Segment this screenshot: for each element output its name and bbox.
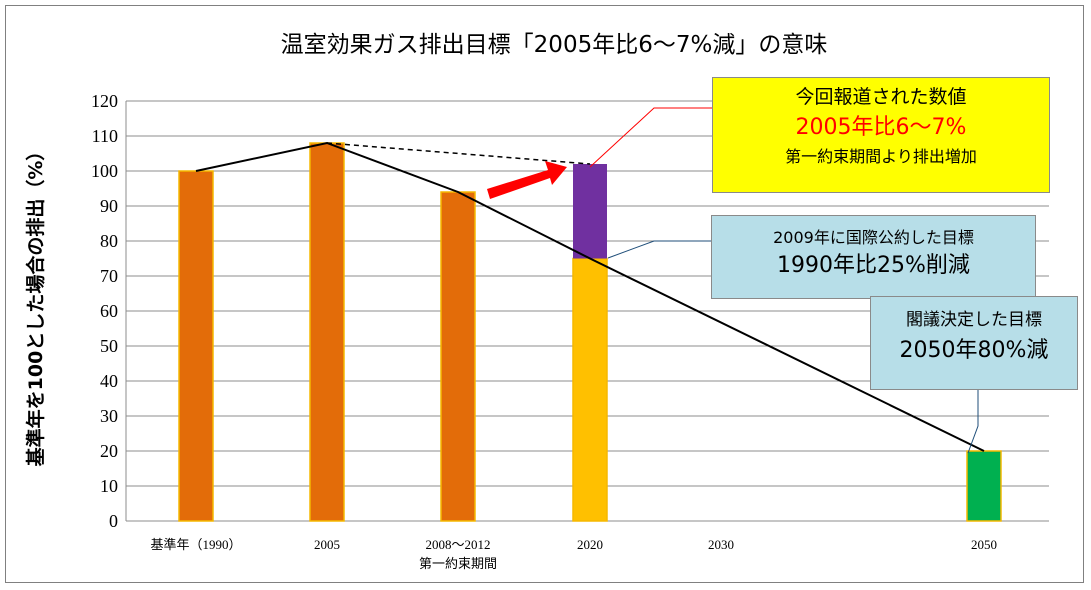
trend-line	[195, 141, 985, 452]
x-tick-label: 2020	[577, 537, 603, 552]
annotation-intl-line2: 1990年比25%削減	[777, 253, 970, 279]
y-tick-label: 40	[100, 371, 118, 391]
y-tick-label: 80	[100, 231, 118, 251]
x-tick-label: 基準年（1990）	[150, 537, 241, 552]
x-tick-sublabel: 第一約束期間	[419, 556, 497, 571]
x-tick-label: 2050	[971, 537, 997, 552]
y-tick-label: 60	[100, 301, 118, 321]
annotation-intl-target: 2009年に国際公約した目標 1990年比25%削減	[711, 215, 1036, 299]
bars-layer	[178, 142, 1002, 522]
x-tick-label: 2005	[314, 537, 340, 552]
bar	[440, 191, 476, 522]
y-tick-label: 110	[92, 126, 118, 146]
chart-frame: 温室効果ガス排出目標「2005年比6～7%減」の意味 0 10 20 30 40 50 60…	[5, 5, 1084, 583]
bar-stack	[573, 164, 607, 259]
y-tick-label: 90	[100, 196, 118, 216]
bar	[572, 257, 608, 522]
lines-layer	[195, 107, 985, 454]
y-tick-label: 20	[100, 441, 118, 461]
x-tick-label: 2030	[708, 537, 734, 552]
annotation-reported-line2: 2005年比6～7%	[795, 114, 967, 140]
chart-title: 温室効果ガス排出目標「2005年比6～7%減」の意味	[281, 32, 828, 58]
y-tick-label: 0	[109, 511, 118, 531]
bar	[178, 170, 214, 522]
bar	[966, 450, 1002, 522]
dashed-line	[326, 142, 591, 165]
annotation-intl-line1: 2009年に国際公約した目標	[773, 228, 974, 247]
leader-line-reported	[589, 107, 712, 168]
bar	[309, 142, 345, 522]
leader-line-cabinet	[967, 390, 979, 454]
annotation-cabinet-target: 閣議決定した目標 2050年80%減	[870, 296, 1078, 390]
leader-line-intl	[607, 240, 711, 259]
y-tick-label: 50	[100, 336, 118, 356]
annotation-cabinet-line1: 閣議決定した目標	[906, 310, 1042, 330]
y-tick-label: 10	[100, 476, 118, 496]
y-tick-label: 30	[100, 406, 118, 426]
increase-arrow	[487, 161, 567, 199]
annotation-reported: 今回報道された数値 2005年比6～7% 第一約束期間より排出増加	[712, 77, 1050, 193]
y-tick-label: 70	[100, 266, 118, 286]
y-tick-label: 100	[91, 161, 118, 181]
y-axis-title: 基準年を100とした場合の排出（%）	[24, 142, 47, 468]
y-tick-label: 120	[91, 91, 118, 111]
x-tick-label: 2008～2012	[425, 537, 490, 552]
annotation-reported-line1: 今回報道された数値	[795, 86, 967, 108]
annotation-reported-line3: 第一約束期間より排出増加	[785, 147, 977, 167]
chart-svg: 温室効果ガス排出目標「2005年比6～7%減」の意味 0102030405060…	[24, 32, 1049, 571]
annotation-cabinet-line2: 2050年80%減	[899, 338, 1049, 364]
